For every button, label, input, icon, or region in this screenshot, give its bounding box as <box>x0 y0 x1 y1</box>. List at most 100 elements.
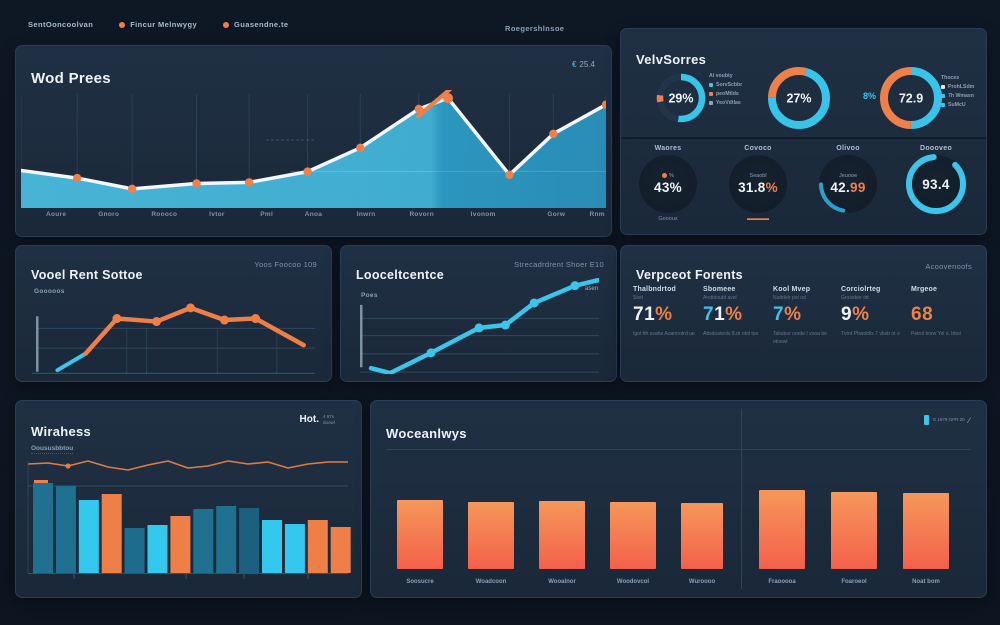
legend-bullet-icon <box>941 94 945 98</box>
report-value-part: % <box>784 304 802 325</box>
legend-bullet-icon <box>709 101 713 105</box>
x-axis-tick-label: Gorw <box>547 211 566 218</box>
woodenly-bar-label: Noat bom <box>912 579 940 585</box>
date-range-label[interactable]: Roegershlnsoe <box>505 24 565 33</box>
woodenly-bar-label: Fraooooa <box>768 579 796 585</box>
panel-woodenly: Woceanlwys E 1979 GPR 20 ∕ Soosucre Woadc… <box>370 400 987 598</box>
report-kpi[interactable]: Mrgeoe 68 Petrol borw Yol o. bbol <box>911 286 975 338</box>
panel-locations: Looceltcentce Strecadrdrent Shoer E10 Po… <box>340 245 617 382</box>
legend-item[interactable]: SorvScbbr <box>709 82 742 88</box>
donut-value: 29% <box>668 92 693 106</box>
area-x-axis-labels: Aoure Gnoro Roooco Ivtor Pml Anoa Inwrn Rovorn I… <box>21 211 606 225</box>
panel-rent: Vooel Rent Sottoe Yoos Foocoo 109 Gooooo… <box>15 245 332 382</box>
panel-wordpress: Wod Prees €25.4 Aoure Gnoro Roooco Ivtor Pml… <box>15 45 612 237</box>
kpi-metric-circle: % 43% <box>639 155 697 213</box>
report-kpi[interactable]: Kool Mvep Nuttdelr pot od 7% Tabsbor oorde … <box>773 286 837 346</box>
kpi-metric-pre-label: Seaobl <box>749 173 767 179</box>
panel-velvsorres: VelvSorres 29% 27% 72.9 Ai voubty SorvScbbr… <box>620 28 987 235</box>
topbar-legend-label: SentOoncoolvan <box>28 20 94 29</box>
kpi-value-part: 42. <box>830 180 851 195</box>
kpi-metric-value: 43% <box>654 180 682 195</box>
x-axis-tick-label: Gnoro <box>98 211 120 218</box>
legend-item[interactable]: SuMcU <box>941 102 974 108</box>
woodenly-bar-label: Woodovcol <box>616 579 650 585</box>
legend-dot-icon <box>223 21 230 28</box>
panel-wordpress-badge[interactable]: €25.4 <box>572 60 595 69</box>
panel-wireless: Wirahess Hot. 4 97s duowl Ooususbbtou <box>15 400 362 598</box>
legend-item[interactable]: ProhLSdm <box>941 84 974 90</box>
legend-item-label: SuMcU <box>948 102 966 108</box>
x-axis-tick-label: Roooco <box>151 211 178 218</box>
legend-bullet-icon <box>709 83 713 87</box>
wordpress-area-chart[interactable] <box>21 90 606 208</box>
kpi-metric-pre-label: Jeuooe <box>838 173 858 179</box>
kpi-value-part: 31.8 <box>738 180 766 195</box>
kpi-metric-circle: 93.4 <box>906 154 966 214</box>
donut-charts[interactable]: 29% 27% 72.9 <box>629 59 962 137</box>
report-kpi-caption: Igot tth uvahe Aoamrotrd ue <box>633 331 695 337</box>
report-value-part: % <box>852 304 870 325</box>
report-kpi[interactable]: Corciolrteg Groseber ott 9% Tvtrd Pbwoblls … <box>841 286 905 338</box>
woodenly-legend[interactable]: E 1979 GPR 20 ∕ <box>924 415 970 425</box>
report-kpi-sublabel: Nuttdelr pot od <box>773 295 806 301</box>
locations-line-chart[interactable] <box>359 278 599 374</box>
woodenly-bar-label: Soosucre <box>406 579 434 585</box>
report-kpi-value: 71% <box>633 304 697 326</box>
legend-item-label: 7h Wmasn <box>948 93 974 99</box>
kpi-ring-chart <box>906 154 966 214</box>
report-value-part: 71 <box>633 304 656 325</box>
panel-rent-title: Vooel Rent Sottoe <box>31 268 143 283</box>
x-axis-tick-label: Rovorn <box>409 211 434 218</box>
kpi-metric[interactable]: Doooveo 93.4 <box>897 145 975 214</box>
report-kpi[interactable]: Thalbndrtod Stvd 71% Igot tth uvahe Aoamrot… <box>633 286 697 338</box>
woodenly-divider-horizontal <box>386 449 971 450</box>
report-value-part: 1 <box>714 304 726 325</box>
panel-wireless-title: Wirahess <box>31 423 92 439</box>
report-value-part: % <box>725 304 743 325</box>
kpi-metric-label: Waores <box>654 145 682 152</box>
report-kpi[interactable]: Sbomeee Arottdoubt avol 71% Attsdoateols 8.… <box>703 286 767 338</box>
legend-dot-icon <box>119 21 126 28</box>
legend-item-label: YeoVdtlas <box>716 100 741 106</box>
report-kpi-label: Thalbndrtod <box>633 286 677 293</box>
topbar-legend-item[interactable]: Guasendne.te <box>223 20 288 29</box>
kpi-metric[interactable]: Olivoo Jeuooe 42.99 <box>809 145 887 213</box>
kpi-metric[interactable]: Covoco Seaobl 31.8% ▬▬▬▬ <box>719 145 797 222</box>
kpi-ring-chart <box>819 155 877 213</box>
report-kpi-label: Corciolrteg <box>841 286 881 293</box>
legend-item-label: Ai voubty <box>709 73 733 79</box>
legend-item[interactable]: Thoces <box>941 75 974 81</box>
report-value-part: 9 <box>841 304 853 325</box>
kpi-metric-value: 31.8% <box>738 180 778 195</box>
topbar-legend: SentOoncoolvan Fincur Melnwygy Guasendne.t… <box>28 20 288 29</box>
legend-item[interactable]: 7h Wmasn <box>941 93 974 99</box>
x-axis-tick-label: Ivonom <box>470 211 496 218</box>
topbar-legend-item[interactable]: Fincur Melnwygy <box>119 20 197 29</box>
kpi-metric-label: Covoco <box>744 145 772 152</box>
report-kpi-label: Sbomeee <box>703 286 736 293</box>
legend-bullet-icon <box>941 103 945 107</box>
report-kpi-label: Kool Mvep <box>773 286 811 293</box>
legend-item[interactable]: YeoVdtlas <box>709 100 742 106</box>
kpi-value-part: 93.4 <box>922 176 950 192</box>
topbar-legend-label: Fincur Melnwygy <box>130 20 198 29</box>
legend-item-label: ProhLSdm <box>948 84 975 90</box>
panel-reports: Verpceot Forents Acoovenoofs Thalbndrtod… <box>620 245 987 382</box>
wireless-header-right[interactable]: Hot. 4 97s duowl <box>300 414 347 427</box>
x-axis-tick-label: Aoure <box>45 211 67 218</box>
pencil-icon[interactable]: ∕ <box>968 415 970 425</box>
legend-item[interactable]: peoMtlds <box>709 91 742 97</box>
kpi-metric-pre-label: % <box>662 173 674 179</box>
kpi-metric[interactable]: Waores% 43% Gooous <box>629 145 707 222</box>
topbar-legend-item[interactable]: SentOoncoolvan <box>28 20 93 29</box>
report-kpi-caption: Petrol borw Yol o. bbol <box>911 331 961 337</box>
panel-locations-title: Looceltcentce <box>356 268 444 283</box>
kpi-value-part: % <box>669 180 682 195</box>
legend-item[interactable]: Ai voubty <box>709 73 742 79</box>
panel-wordpress-title: Wod Prees <box>31 70 111 88</box>
woodenly-bar-chart[interactable] <box>386 451 971 579</box>
wireless-bar-chart[interactable] <box>26 457 351 589</box>
rent-line-chart[interactable] <box>32 298 315 374</box>
locations-y-label: Poes <box>361 292 378 299</box>
